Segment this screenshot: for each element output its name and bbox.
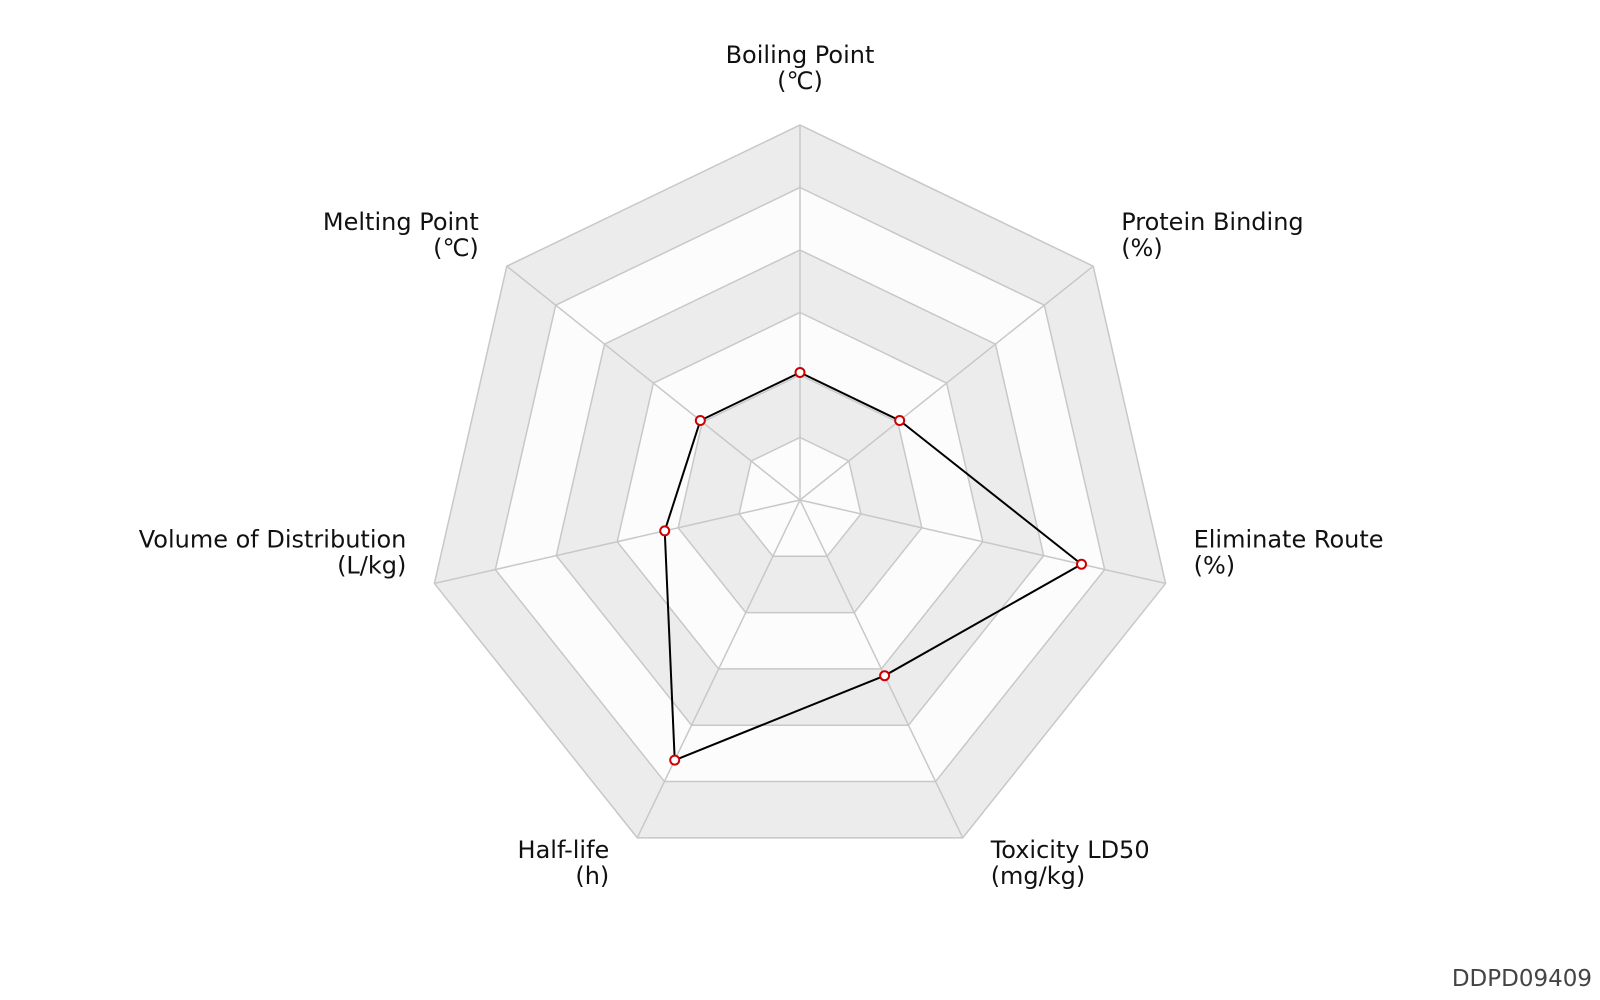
axis-label-unit: (℃) xyxy=(433,234,479,262)
radar-spoke xyxy=(799,499,1166,585)
data-point xyxy=(794,367,806,378)
data-point xyxy=(894,415,906,427)
radar-spoke xyxy=(434,499,801,585)
axis-label-name: Eliminate Route xyxy=(1194,525,1384,553)
radar-series xyxy=(659,367,1088,766)
axis-label-unit: (h) xyxy=(575,862,609,890)
radar-spoke xyxy=(636,499,801,839)
axis-label-unit: (%) xyxy=(1194,551,1236,579)
axis-label-5: Half-life (h) xyxy=(518,836,610,890)
radar-spoke xyxy=(506,265,801,501)
axis-label-6: Volume of Distribution (L/kg) xyxy=(139,525,407,579)
data-point xyxy=(1076,558,1088,570)
axis-label-1: Boiling Point (℃) xyxy=(726,41,875,95)
axis-label-2: Protein Binding (%) xyxy=(1121,208,1303,262)
axis-label-unit: (℃) xyxy=(777,67,823,95)
watermark-id: DDPD09409 xyxy=(1451,966,1592,992)
axis-label-7: Melting Point (℃) xyxy=(323,208,479,262)
data-point xyxy=(669,754,681,766)
axis-label-name: Toxicity LD50 xyxy=(990,836,1150,864)
data-point xyxy=(659,525,671,537)
data-point xyxy=(694,415,706,427)
axis-label-name: Volume of Distribution xyxy=(139,525,407,553)
radar-spoke xyxy=(799,499,964,839)
axis-label-unit: (L/kg) xyxy=(337,551,406,579)
series-line xyxy=(663,371,1083,762)
axis-label-name: Half-life xyxy=(518,836,610,864)
axis-label-name: Protein Binding xyxy=(1121,208,1303,236)
radar-spokes xyxy=(434,125,1166,839)
axis-label-3: Eliminate Route (%) xyxy=(1194,525,1384,579)
axis-labels: Boiling Point (℃)Protein Binding (%)Elimin… xyxy=(139,41,1384,890)
axis-label-unit: (mg/kg) xyxy=(991,862,1086,890)
radar-spoke xyxy=(799,265,1094,501)
axis-label-unit: (%) xyxy=(1121,234,1163,262)
axis-label-4: Toxicity LD50 (mg/kg) xyxy=(990,836,1150,890)
data-point xyxy=(879,670,891,682)
axis-label-name: Melting Point xyxy=(323,208,479,236)
axis-label-name: Boiling Point xyxy=(726,41,875,69)
